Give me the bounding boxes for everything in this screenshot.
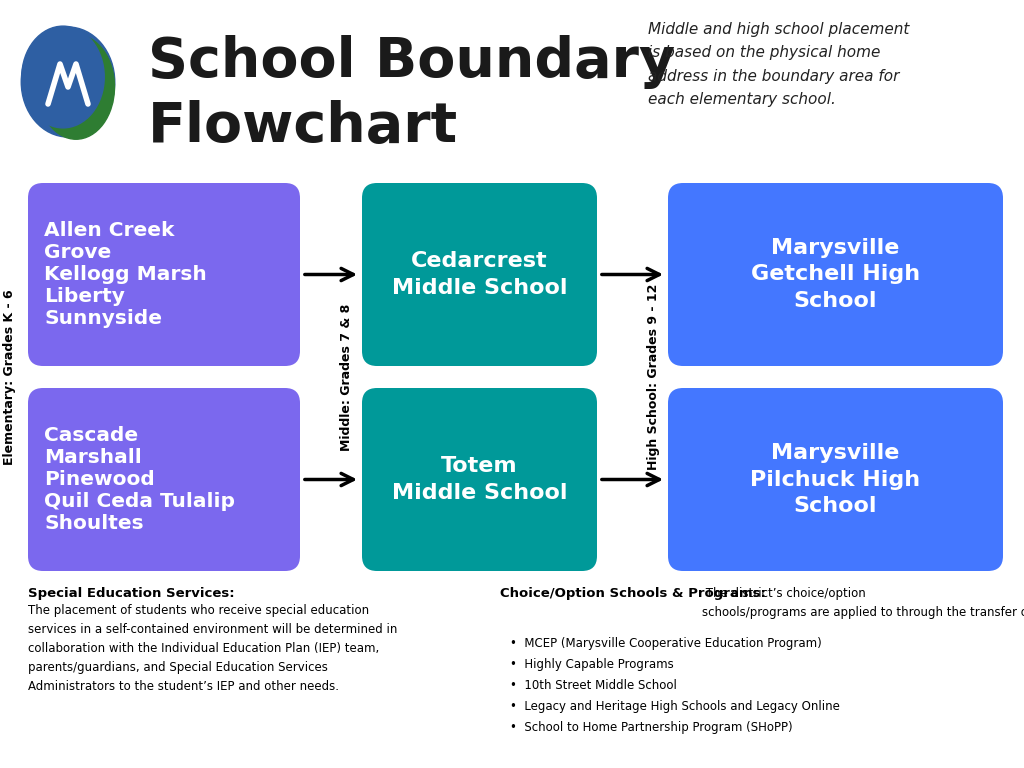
- Text: The placement of students who receive special education
services in a self-conta: The placement of students who receive sp…: [28, 604, 397, 693]
- Text: •  Highly Capable Programs: • Highly Capable Programs: [510, 658, 674, 671]
- Text: Marysville
Pilchuck High
School: Marysville Pilchuck High School: [751, 443, 921, 516]
- Text: Pinewood: Pinewood: [44, 470, 155, 489]
- Text: •  MCEP (Marysville Cooperative Education Program): • MCEP (Marysville Cooperative Education…: [510, 637, 821, 650]
- Text: The district’s choice/option
schools/programs are applied to through the transfe: The district’s choice/option schools/pro…: [702, 587, 1024, 619]
- Text: •  Legacy and Heritage High Schools and Legacy Online: • Legacy and Heritage High Schools and L…: [510, 700, 840, 713]
- Text: Totem
Middle School: Totem Middle School: [392, 456, 567, 503]
- Ellipse shape: [22, 26, 104, 128]
- Text: High School: Grades 9 - 12: High School: Grades 9 - 12: [647, 284, 660, 470]
- Text: Marysville
Getchell High
School: Marysville Getchell High School: [751, 238, 920, 311]
- FancyBboxPatch shape: [362, 183, 597, 366]
- Text: Sunnyside: Sunnyside: [44, 309, 162, 328]
- Text: Elementary: Grades K - 6: Elementary: Grades K - 6: [3, 290, 16, 465]
- FancyBboxPatch shape: [28, 388, 300, 571]
- Text: Special Education Services:: Special Education Services:: [28, 587, 234, 600]
- Text: •  School to Home Partnership Program (SHoPP): • School to Home Partnership Program (SH…: [510, 721, 793, 734]
- Text: •  10th Street Middle School: • 10th Street Middle School: [510, 679, 677, 692]
- Text: Kellogg Marsh: Kellogg Marsh: [44, 265, 207, 284]
- Ellipse shape: [22, 27, 115, 137]
- Text: Quil Ceda Tulalip: Quil Ceda Tulalip: [44, 492, 234, 511]
- Text: Choice/Option Schools & Programs:: Choice/Option Schools & Programs:: [500, 587, 766, 600]
- Text: Middle: Grades 7 & 8: Middle: Grades 7 & 8: [341, 303, 353, 451]
- Text: Flowchart: Flowchart: [148, 100, 458, 154]
- Text: Shoultes: Shoultes: [44, 514, 143, 533]
- FancyBboxPatch shape: [28, 183, 300, 366]
- FancyBboxPatch shape: [668, 388, 1002, 571]
- Text: Allen Creek: Allen Creek: [44, 221, 174, 240]
- FancyBboxPatch shape: [362, 388, 597, 571]
- Text: School Boundary: School Boundary: [148, 35, 675, 89]
- FancyBboxPatch shape: [668, 183, 1002, 366]
- Text: Grove: Grove: [44, 243, 112, 262]
- Text: Middle and high school placement
is based on the physical home
address in the bo: Middle and high school placement is base…: [648, 22, 909, 108]
- Text: Marshall: Marshall: [44, 448, 141, 467]
- Text: Liberty: Liberty: [44, 287, 125, 306]
- Text: Cedarcrest
Middle School: Cedarcrest Middle School: [392, 251, 567, 298]
- Ellipse shape: [38, 35, 115, 139]
- Text: Cascade: Cascade: [44, 426, 138, 445]
